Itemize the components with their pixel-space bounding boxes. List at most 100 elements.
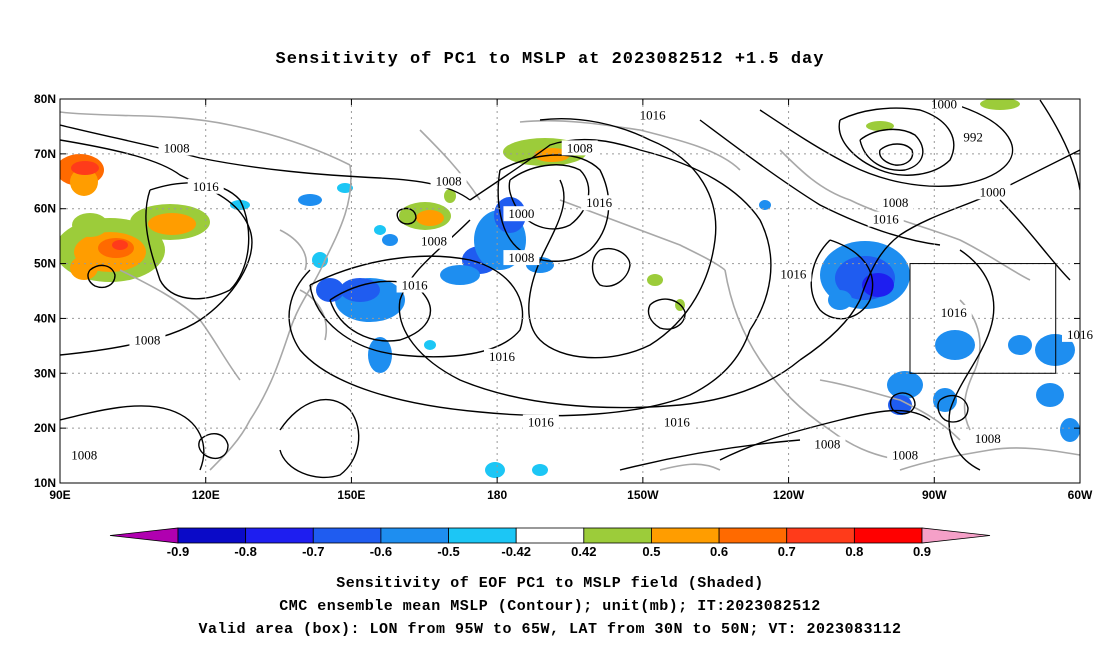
sensitivity-patch (374, 225, 386, 235)
contour-label-bg (416, 233, 452, 249)
colorbar-level-label: -0.8 (234, 544, 256, 559)
colorbar-level-label: 0.8 (845, 544, 863, 559)
mslp-contour (87, 264, 116, 289)
colorbar-box (718, 527, 788, 544)
colorbar-low-arrow (109, 527, 179, 544)
lat-tick-label: 30N (34, 366, 56, 380)
colorbar-level-label: -0.9 (167, 544, 189, 559)
contour-label-bg (658, 414, 695, 430)
valid-area-box (909, 263, 1057, 374)
mslp-contour (759, 99, 1014, 187)
plot-frame (59, 98, 1081, 484)
contour-label-bg (969, 431, 1006, 447)
contour-label-bg (484, 348, 520, 364)
sensitivity-patch (980, 99, 1020, 110)
sensitivity-patch (532, 464, 548, 476)
lat-tick-label: 10N (34, 476, 56, 490)
coastline (419, 129, 481, 201)
contour-label-bg (66, 447, 103, 463)
mslp-contour (591, 248, 631, 287)
contour-label-bg (634, 107, 671, 123)
contour-label-bg (974, 184, 1011, 200)
coastline (249, 164, 352, 421)
colorbar-level-label: 0.42 (571, 544, 596, 559)
contour-label: 1016 (489, 349, 516, 364)
sensitivity-patch (444, 189, 456, 203)
coastline (899, 447, 1080, 471)
contour-label: 1016 (586, 195, 613, 210)
mslp-contour (619, 439, 801, 471)
contour-label-bg (561, 140, 598, 156)
sensitivity-patch (416, 210, 444, 226)
contour-label: 1008 (134, 332, 160, 347)
sensitivity-patch (866, 121, 894, 131)
mslp-contour (279, 399, 360, 479)
sensitivity-patch (70, 168, 98, 196)
colorbar-high-arrow (921, 527, 991, 544)
sensitivity-patch (316, 278, 344, 302)
mslp-contour (699, 119, 941, 246)
colorbar-level-label: -0.5 (437, 544, 459, 559)
lon-tick-label: 90E (49, 488, 70, 502)
mslp-contour (60, 124, 471, 201)
axis-ticks: 90E 120E 150E 180 150W 120W 90W 60W 80N 70N 60N 50N… (34, 92, 1093, 502)
contour-label-bg (503, 206, 540, 222)
colorbar-level-label: -0.42 (501, 544, 531, 559)
sensitivity-patch (862, 273, 894, 297)
map-title: Sensitivity of PC1 to MSLP at 2023082512… (275, 50, 825, 69)
mslp-contour (937, 394, 969, 423)
caption-line-3: Valid area (box): LON from 95W to 65W, L… (198, 621, 902, 638)
valid-area-rect (909, 263, 1057, 374)
contour-label: 1008 (892, 448, 918, 463)
contour-label-bg (129, 332, 166, 348)
contour-label: 1008 (882, 195, 908, 210)
colorbar-level-label: 0.9 (913, 544, 931, 559)
coastline (819, 379, 961, 441)
contour-label: 1008 (975, 431, 1001, 446)
sensitivity-patch (148, 213, 196, 235)
mslp-contour (398, 219, 801, 409)
sensitivity-patch (935, 330, 975, 360)
colorbar: -0.9 -0.8 -0.7 -0.6 -0.5 -0.42 0.42 0.5 0.6 0.7 0.… (109, 527, 991, 559)
mslp-contour (647, 298, 686, 330)
coastline (119, 269, 241, 381)
contour-label: 1008 (164, 140, 190, 155)
lat-tick-label: 60N (34, 202, 56, 216)
contour-label: 1000 (980, 184, 1006, 199)
sensitivity-patch (70, 256, 98, 280)
contour-label: 1000 (508, 206, 534, 221)
contour-label-bg (926, 96, 962, 112)
sensitivity-patch (887, 371, 923, 399)
contour-label: 1016 (193, 179, 220, 194)
mslp-contour (889, 392, 916, 415)
sensitivity-patch (112, 240, 128, 250)
contour-label-bg (430, 173, 467, 189)
colorbar-box (853, 527, 923, 544)
coastline (299, 289, 327, 341)
caption-line-2: CMC ensemble mean MSLP (Contour); unit(m… (279, 598, 821, 615)
mslp-contour (329, 280, 431, 342)
contour-label-bg (522, 414, 559, 430)
lon-tick-label: 150E (337, 488, 365, 502)
contour-label: 1008 (814, 437, 840, 452)
sensitivity-patch (1036, 383, 1064, 407)
colorbar-box (380, 527, 449, 544)
lat-tick-label: 20N (34, 421, 56, 435)
mslp-contour (288, 269, 751, 417)
contour-label-bg (867, 211, 904, 227)
colorbar-level-label: 0.5 (642, 544, 660, 559)
caption-line-1: Sensitivity of EOF PC1 to MSLP field (Sh… (336, 575, 764, 592)
lat-tick-label: 40N (34, 311, 56, 325)
mslp-contour (528, 118, 717, 359)
colorbar-box (786, 527, 855, 544)
mslp-contour (198, 433, 229, 460)
contour-label-bg (396, 277, 433, 293)
contour-label: 1016 (402, 278, 429, 293)
mslp-contour (1039, 99, 1080, 191)
colorbar-box (448, 527, 517, 544)
mslp-contour (948, 249, 995, 471)
lat-tick-label: 80N (34, 92, 56, 106)
coastline (724, 269, 831, 431)
contour-label: 1016 (780, 267, 807, 282)
